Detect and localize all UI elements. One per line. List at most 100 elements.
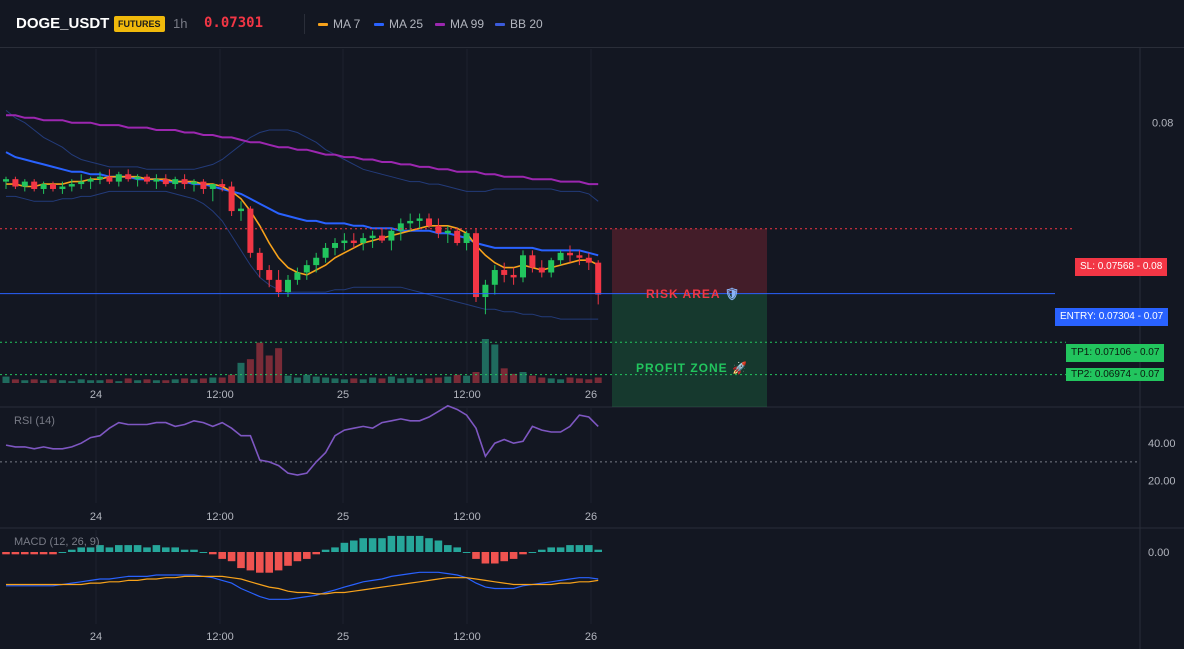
volume-bar	[115, 381, 123, 383]
time-axis-label: 24	[90, 389, 102, 401]
macd-histogram-bar	[538, 549, 546, 552]
macd-histogram-bar	[180, 549, 189, 552]
macd-histogram-bar	[246, 552, 255, 571]
volume-bar	[463, 375, 471, 383]
candle-body	[134, 176, 141, 180]
volume-bar	[284, 375, 292, 383]
macd-histogram-bar	[237, 552, 245, 569]
candle-body	[172, 179, 179, 185]
candle-body	[407, 220, 414, 224]
volume-bar	[275, 348, 283, 383]
macd-histogram-bar	[387, 535, 396, 552]
macd-histogram-bar	[86, 547, 95, 552]
candle-body	[181, 179, 188, 185]
candle-body	[416, 218, 423, 221]
legend-ma7[interactable]: MA 7	[318, 17, 360, 31]
rocket-icon: 🚀	[732, 361, 748, 375]
grid-lines	[0, 48, 1184, 649]
candle-body	[275, 279, 282, 293]
volume-bar	[218, 377, 226, 383]
volume-bar	[500, 368, 508, 383]
macd-histogram-bar	[209, 552, 217, 555]
time-axis-label: 12:00	[206, 389, 234, 401]
volume-bar	[228, 374, 236, 383]
volume-bar	[312, 376, 320, 383]
candle-body	[97, 176, 103, 180]
candle-body	[426, 218, 432, 226]
volume-bar	[181, 378, 189, 383]
candle-body	[247, 208, 254, 253]
ma99-swatch	[435, 22, 445, 26]
legend-bb20[interactable]: BB 20	[495, 17, 543, 31]
legend-ma25[interactable]: MA 25	[374, 17, 423, 31]
volume-bar	[557, 379, 565, 383]
volume-bar	[68, 381, 76, 383]
macd-histogram-bar	[58, 552, 67, 553]
volume-bar	[143, 379, 151, 383]
candle-body	[341, 240, 348, 244]
macd-histogram-bar	[575, 545, 584, 552]
legend-ma99[interactable]: MA 99	[435, 17, 484, 31]
volume-bar	[425, 378, 433, 383]
time-axis-label: 26	[585, 511, 597, 523]
candle-body	[50, 184, 56, 189]
legend-bb20-label: BB 20	[510, 17, 543, 31]
macd-histogram-bar	[425, 538, 433, 552]
timeframe-label[interactable]: 1h	[173, 16, 188, 31]
futures-badge: FUTURES	[114, 16, 165, 32]
time-axis-label: 26	[585, 389, 597, 401]
volume-bar	[30, 379, 38, 383]
candle-body	[360, 238, 367, 244]
candle-body	[285, 279, 291, 293]
time-axis-label: 12:00	[206, 511, 234, 523]
price-tick-label: 0.08	[1152, 118, 1173, 130]
candle-body	[228, 186, 235, 212]
macd-histogram-bar	[350, 540, 358, 552]
tp1-label: TP1: 0.07106	[1071, 347, 1132, 358]
macd-histogram-bar	[115, 545, 123, 552]
macd-histogram-bar	[547, 547, 555, 552]
rsi-title: RSI (14)	[14, 415, 55, 427]
volume-bar	[566, 377, 574, 383]
volume-bar	[481, 339, 489, 383]
macd-histogram-bar	[124, 545, 132, 552]
symbol-label[interactable]: DOGE_USDT	[16, 15, 110, 32]
legend-ma25-label: MA 25	[389, 17, 424, 31]
tp2-axis-value: 0.07	[1139, 369, 1160, 380]
volume-bar	[453, 374, 461, 383]
macd-histogram-bar	[227, 552, 236, 562]
volume-bar	[171, 379, 179, 383]
candle-body	[444, 230, 451, 234]
candle-body	[548, 260, 555, 273]
candle-body	[557, 252, 564, 261]
macd-histogram-bar	[397, 535, 405, 552]
profit-zone-label: PROFIT ZONE 🚀	[636, 361, 748, 375]
volume-bar	[124, 378, 132, 383]
candle-body	[59, 186, 66, 189]
trade-zones	[612, 228, 767, 407]
ma99-line	[6, 114, 599, 186]
candle-body	[125, 174, 132, 180]
ma7-swatch	[318, 22, 328, 26]
volume-bar	[575, 378, 583, 383]
volume-bar	[547, 378, 555, 383]
macd-histogram-bar	[133, 545, 142, 552]
macd-histogram-bar	[556, 547, 565, 552]
macd-histogram-bar	[434, 540, 443, 552]
candle-body	[238, 208, 244, 212]
volume-bar	[105, 379, 113, 383]
candle-body	[379, 235, 385, 241]
macd-title: MACD (12, 26, 9)	[14, 536, 100, 548]
bb-lower-line	[6, 190, 599, 320]
macd-histogram-bar	[491, 552, 499, 564]
macd-histogram-bar	[444, 545, 452, 552]
entry-tag: ENTRY: 0.07304 - 0.07	[1055, 308, 1169, 326]
axes: 0.08 40.00 20.00 0.00 24 24 24 12:00 12:00 12:00 2…	[90, 118, 1176, 643]
candle-body	[491, 270, 498, 285]
moving-averages	[5, 114, 599, 276]
volume-bar	[369, 377, 377, 383]
macd-histogram-bar	[284, 552, 292, 566]
bb-upper-line	[5, 110, 599, 202]
